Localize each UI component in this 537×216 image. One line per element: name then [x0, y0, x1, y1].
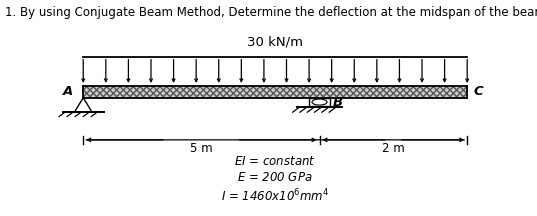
Text: 30 kN/m: 30 kN/m [247, 35, 303, 48]
Text: C: C [474, 85, 483, 98]
Text: $I$ = 1460x10$^6$mm$^4$: $I$ = 1460x10$^6$mm$^4$ [221, 187, 329, 204]
Bar [83, 86, 467, 98]
Text: A: A [63, 85, 74, 98]
Circle shape [312, 99, 327, 105]
Bar [309, 98, 330, 106]
Text: 1. By using Conjugate Beam Method, Determine the deflection at the midspan of th: 1. By using Conjugate Beam Method, Deter… [5, 6, 537, 19]
Bar [83, 86, 467, 98]
Polygon shape [75, 98, 92, 112]
Text: 2 m: 2 m [382, 142, 405, 155]
Text: B: B [333, 96, 343, 110]
Text: 5 m: 5 m [190, 142, 213, 155]
Text: $EI$ = constant: $EI$ = constant [234, 155, 316, 168]
Text: $E$ = 200 GPa: $E$ = 200 GPa [237, 171, 313, 184]
